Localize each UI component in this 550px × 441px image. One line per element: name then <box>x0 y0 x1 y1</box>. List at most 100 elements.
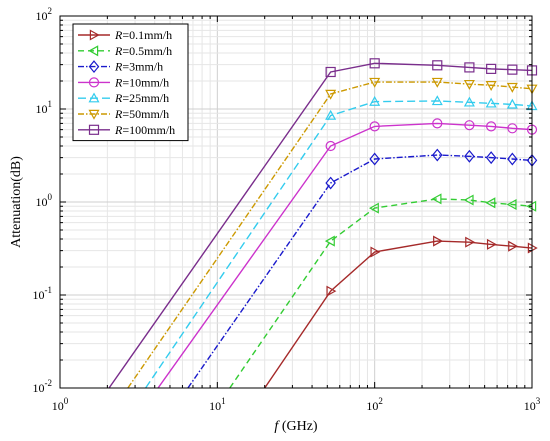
legend-label-variable: R <box>114 75 123 89</box>
x-axis-label-unit: (GHz) <box>278 419 318 434</box>
legend-marker <box>88 92 100 103</box>
data-point <box>370 246 381 258</box>
x-tick-label-base: 10 <box>524 399 536 413</box>
legend-label: R=50mm/h <box>114 107 169 121</box>
series-line <box>187 154 533 389</box>
data-point <box>431 77 443 88</box>
legend-label-variable: R <box>114 60 123 74</box>
data-point <box>433 235 444 247</box>
x-tick-label-exponent: 1 <box>221 396 226 406</box>
y-tick-label-exponent: -2 <box>45 378 53 388</box>
legend-label: R=100mm/h <box>114 123 175 137</box>
data-point <box>464 149 475 163</box>
legend-entry: R=0.1mm/h <box>78 28 172 42</box>
legend-label-value: =3mm/h <box>122 60 163 74</box>
legend: R=0.1mm/hR=0.5mm/hR=3mm/hR=10mm/hR=25mm/… <box>72 23 189 142</box>
legend-label-value: =25mm/h <box>122 91 169 105</box>
data-point <box>369 58 380 69</box>
series-line <box>229 198 533 389</box>
data-point <box>506 198 517 211</box>
series-6 <box>127 77 538 389</box>
data-point <box>507 64 518 75</box>
y-axis-label: Attenuation(dB) <box>9 156 24 248</box>
series-layer <box>108 58 538 389</box>
data-point <box>432 148 443 162</box>
data-point <box>485 81 497 91</box>
x-tick-label: 102 <box>366 396 383 413</box>
data-point <box>431 193 442 205</box>
data-point <box>369 152 380 166</box>
data-point <box>325 109 337 120</box>
data-point <box>326 285 337 297</box>
legend-label-variable: R <box>114 107 123 121</box>
data-point <box>485 197 496 209</box>
legend-marker <box>88 60 100 74</box>
data-point <box>486 63 497 74</box>
y-tick-label-exponent: 0 <box>48 192 53 202</box>
legend-label-value: =0.1mm/h <box>122 28 172 42</box>
y-tick-label: 10-1 <box>33 285 53 302</box>
data-point <box>324 235 335 247</box>
legend-entry: R=0.5mm/h <box>78 44 172 58</box>
data-point <box>508 240 519 252</box>
data-point <box>507 123 518 134</box>
legend-entry: R=50mm/h <box>78 107 169 121</box>
legend-label-variable: R <box>114 44 123 58</box>
x-tick-label-exponent: 2 <box>378 396 383 406</box>
legend-marker <box>88 124 100 135</box>
legend-entry: R=25mm/h <box>78 91 169 105</box>
data-point <box>485 97 497 108</box>
x-tick-label-base: 10 <box>209 399 221 413</box>
legend-label: R=25mm/h <box>114 91 169 105</box>
series-line <box>157 122 533 389</box>
data-point <box>486 121 497 132</box>
x-tick-label-base: 10 <box>366 399 378 413</box>
legend-label: R=3mm/h <box>114 60 163 74</box>
y-tick-label: 102 <box>36 6 53 23</box>
x-axis-label: f (GHz) <box>274 419 317 434</box>
x-tick-label-exponent: 3 <box>536 396 541 406</box>
data-point <box>369 95 381 106</box>
x-tick-label: 103 <box>524 396 541 413</box>
data-point <box>463 96 475 107</box>
ticks <box>59 15 533 389</box>
legend-entry: R=100mm/h <box>78 123 175 137</box>
legend-label: R=0.1mm/h <box>114 28 172 42</box>
data-point <box>325 176 336 190</box>
legend-label-value: =0.5mm/h <box>122 44 172 58</box>
legend-marker <box>88 77 100 88</box>
data-point <box>463 79 475 90</box>
data-point <box>485 151 497 165</box>
y-tick-label-exponent: 1 <box>48 99 53 109</box>
data-point <box>464 120 475 131</box>
y-tick-label: 100 <box>36 192 53 209</box>
x-tick-label-exponent: 0 <box>64 396 69 406</box>
data-point <box>368 202 379 214</box>
series-line <box>108 62 533 389</box>
series-1 <box>264 235 538 389</box>
data-point <box>506 82 518 93</box>
y-tick-label-base: 10 <box>36 9 48 23</box>
legend-label-value: =50mm/h <box>122 107 169 121</box>
series-line <box>145 100 533 389</box>
data-point <box>325 140 336 152</box>
data-point <box>486 238 497 250</box>
x-tick-label: 101 <box>209 396 226 413</box>
data-point <box>432 60 443 71</box>
y-tick-label-base: 10 <box>36 102 48 116</box>
legend-label-variable: R <box>114 28 123 42</box>
data-point <box>431 95 443 106</box>
y-tick-label-base: 10 <box>33 381 45 395</box>
y-tick-label-exponent: -1 <box>45 285 53 295</box>
y-tick-label: 10-2 <box>33 378 53 395</box>
legend-entry: R=10mm/h <box>78 75 169 89</box>
legend-label: R=10mm/h <box>114 75 169 89</box>
data-point <box>507 152 518 166</box>
x-axis-label-variable: f <box>274 419 280 434</box>
legend-entry: R=3mm/h <box>78 60 163 74</box>
x-tick-label: 100 <box>52 396 69 413</box>
y-tick-label-base: 10 <box>33 288 45 302</box>
data-point <box>325 66 336 78</box>
